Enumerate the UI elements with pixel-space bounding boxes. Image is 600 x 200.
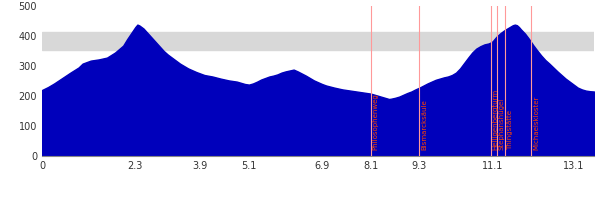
Text: Stephanshügel: Stephanshügel (499, 98, 505, 150)
Text: Michaelskloster: Michaelskloster (533, 96, 539, 150)
Text: Bismarcksäule: Bismarcksäule (422, 99, 428, 150)
Bar (42, 31, 594, 49)
Text: Thingstätte: Thingstätte (507, 110, 513, 150)
Text: Philosophenweg: Philosophenweg (373, 93, 379, 150)
Text: Heiligenbergturm: Heiligenbergturm (493, 89, 499, 150)
